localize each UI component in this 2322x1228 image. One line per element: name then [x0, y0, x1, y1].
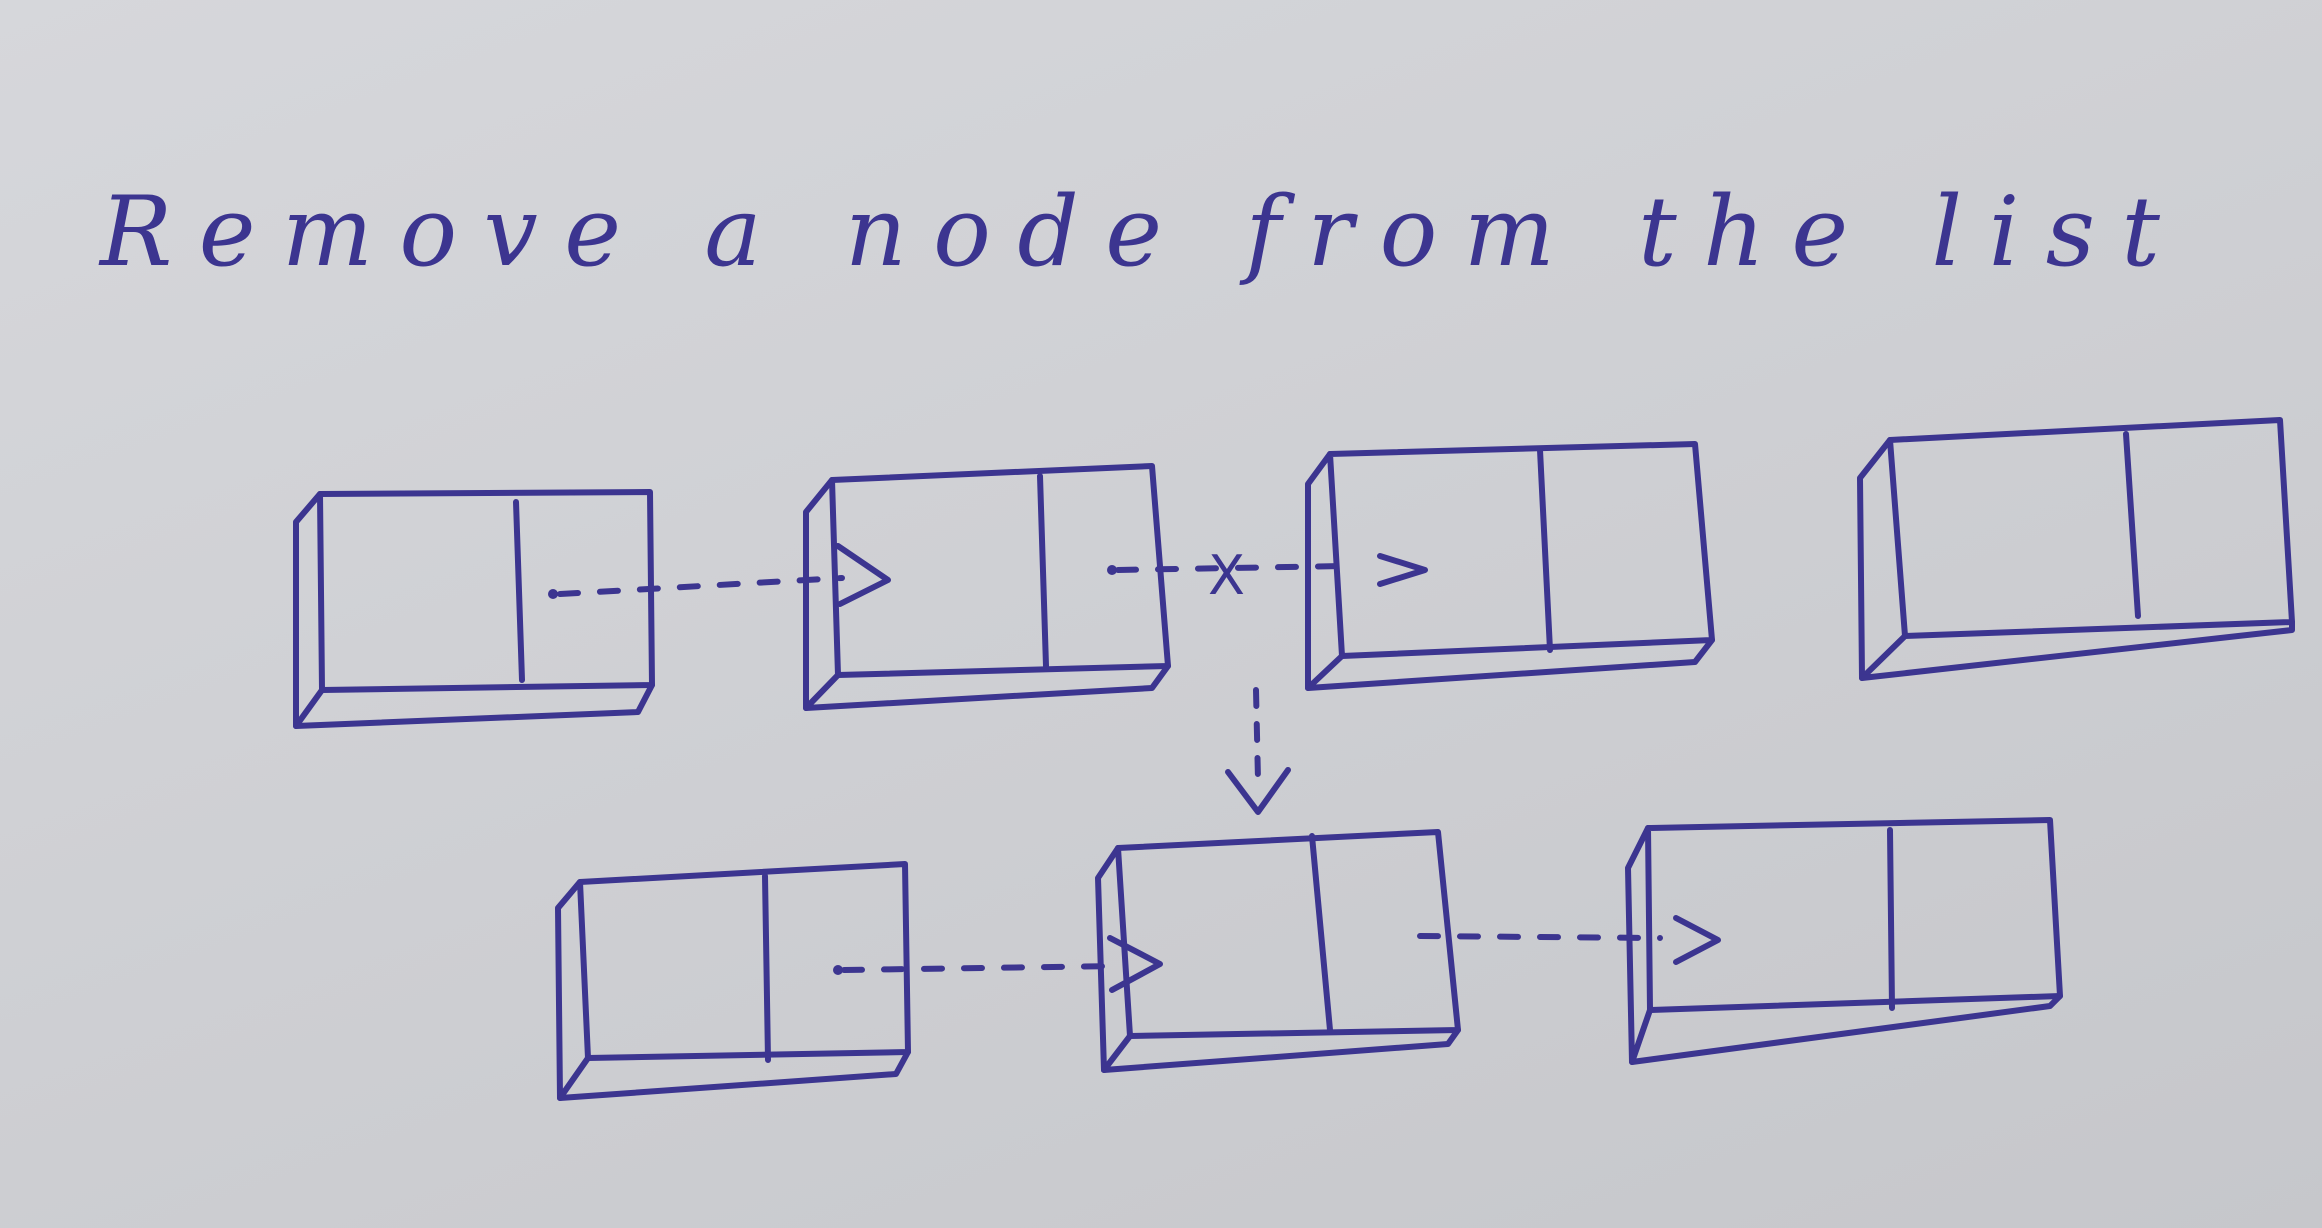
down-arrow: [1225, 687, 1291, 815]
link-2-to-3-removed: [1115, 553, 1428, 587]
removed-link-mark: X: [1208, 544, 1245, 607]
bottom-link-2-to-3: [1417, 915, 1721, 965]
link-1-to-2: [557, 543, 891, 607]
bottom-node-3: [1625, 817, 2063, 1065]
bottom-link-1-to-2: [841, 935, 1163, 993]
top-node-1: [293, 489, 655, 729]
top-node-3: [1305, 441, 1715, 691]
bottom-node-2: [1095, 829, 1461, 1073]
top-node-4: [1857, 417, 2295, 681]
bottom-node-1: [555, 861, 911, 1101]
top-node-2: [803, 463, 1171, 711]
diagram-title: Remove a node from the list: [98, 176, 2160, 288]
